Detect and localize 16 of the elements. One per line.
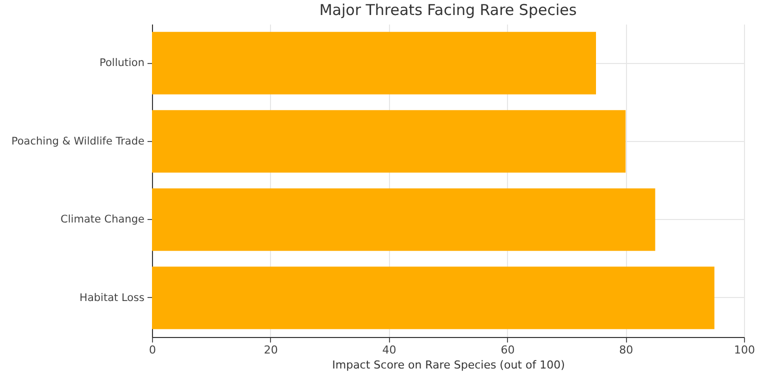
x-tick-label: 0 <box>149 344 156 356</box>
bar <box>152 266 714 330</box>
x-tick-label: 60 <box>500 344 515 356</box>
y-tick-label: Climate Change <box>60 214 144 226</box>
bar <box>152 110 626 173</box>
y-tick-label: Poaching & Wildlife Trade <box>11 135 144 148</box>
x-tick-label: 40 <box>382 344 396 356</box>
bar <box>152 188 656 251</box>
x-tick-label: 20 <box>264 344 278 356</box>
chart-title: Major Threats Facing Rare Species <box>319 1 577 19</box>
x-tick-label: 100 <box>734 344 755 356</box>
bar <box>152 32 596 94</box>
x-axis-title: Impact Score on Rare Species (out of 100) <box>332 358 565 372</box>
x-tick-label: 80 <box>619 344 634 356</box>
y-tick-label: Habitat Loss <box>80 292 144 304</box>
y-tick-label: Pollution <box>100 57 144 70</box>
